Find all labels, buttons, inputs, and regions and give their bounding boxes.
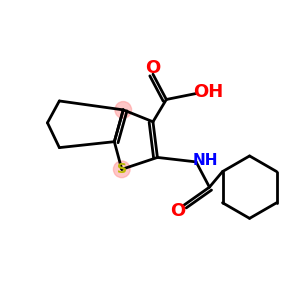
Text: NH: NH <box>193 153 218 168</box>
Circle shape <box>115 102 132 118</box>
Text: O: O <box>170 202 185 220</box>
Text: OH: OH <box>194 83 224 101</box>
Text: S: S <box>117 162 127 176</box>
Circle shape <box>113 161 130 178</box>
Text: O: O <box>145 59 160 77</box>
